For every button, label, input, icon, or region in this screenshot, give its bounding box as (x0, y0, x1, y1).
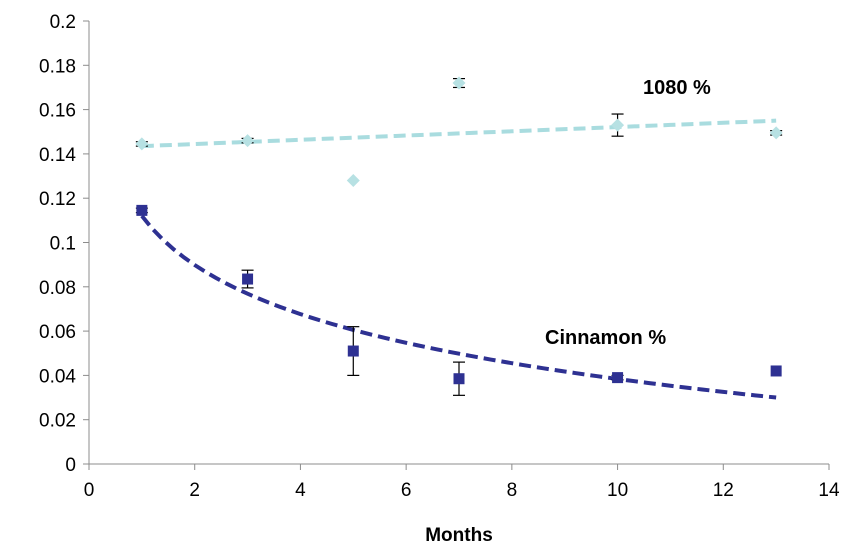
y-tick-label: 0.04 (39, 366, 76, 387)
y-tick-label: 0.14 (39, 145, 76, 166)
y-tick-label: 0.2 (50, 12, 76, 33)
series-labels: 1080 % Cinnamon % (545, 77, 711, 349)
x-tick-label: 8 (507, 480, 518, 501)
trendline-1080 (141, 118, 777, 149)
x-tick-label: 6 (401, 480, 412, 501)
point-cinnamon (453, 373, 465, 385)
y-tick-label: 0 (65, 455, 76, 476)
y-tick-label: 0.12 (39, 189, 76, 210)
x-tick-label: 10 (607, 480, 628, 501)
series-label-cinnamon: Cinnamon % (545, 327, 666, 349)
point-cinnamon (347, 345, 359, 357)
x-tick-label: 0 (84, 480, 95, 501)
y-tick-label: 0.1 (50, 234, 76, 255)
point-cinnamon (612, 372, 624, 384)
point-1080 (611, 118, 625, 132)
y-tick-label: 0.16 (39, 101, 76, 122)
x-tick-label: 12 (713, 480, 734, 501)
data-markers (135, 76, 783, 385)
trendline-cinnamon (140, 214, 777, 400)
point-1080 (241, 134, 255, 148)
x-tick-label: 4 (295, 480, 306, 501)
point-1080 (769, 126, 783, 140)
x-axis-title: Months (425, 525, 493, 546)
point-1080 (135, 137, 149, 151)
y-axis-ticks: 0 0.02 0.04 0.06 0.08 0.1 0.12 0.14 0.16 0.18 0.2 (39, 12, 89, 476)
point-1080 (452, 76, 466, 90)
y-tick-label: 0.18 (39, 56, 76, 77)
y-tick-label: 0.02 (39, 411, 76, 432)
x-tick-label: 2 (189, 480, 200, 501)
x-axis-ticks: 0 2 4 6 8 10 12 14 (84, 464, 840, 501)
y-tick-label: 0.06 (39, 322, 76, 343)
point-1080 (346, 173, 360, 187)
point-cinnamon (136, 204, 148, 216)
point-cinnamon (770, 365, 782, 377)
point-cinnamon (242, 273, 254, 285)
y-tick-label: 0.08 (39, 278, 76, 299)
series-label-1080: 1080 % (643, 77, 711, 99)
trendlines (140, 118, 777, 400)
x-tick-label: 14 (818, 480, 840, 501)
